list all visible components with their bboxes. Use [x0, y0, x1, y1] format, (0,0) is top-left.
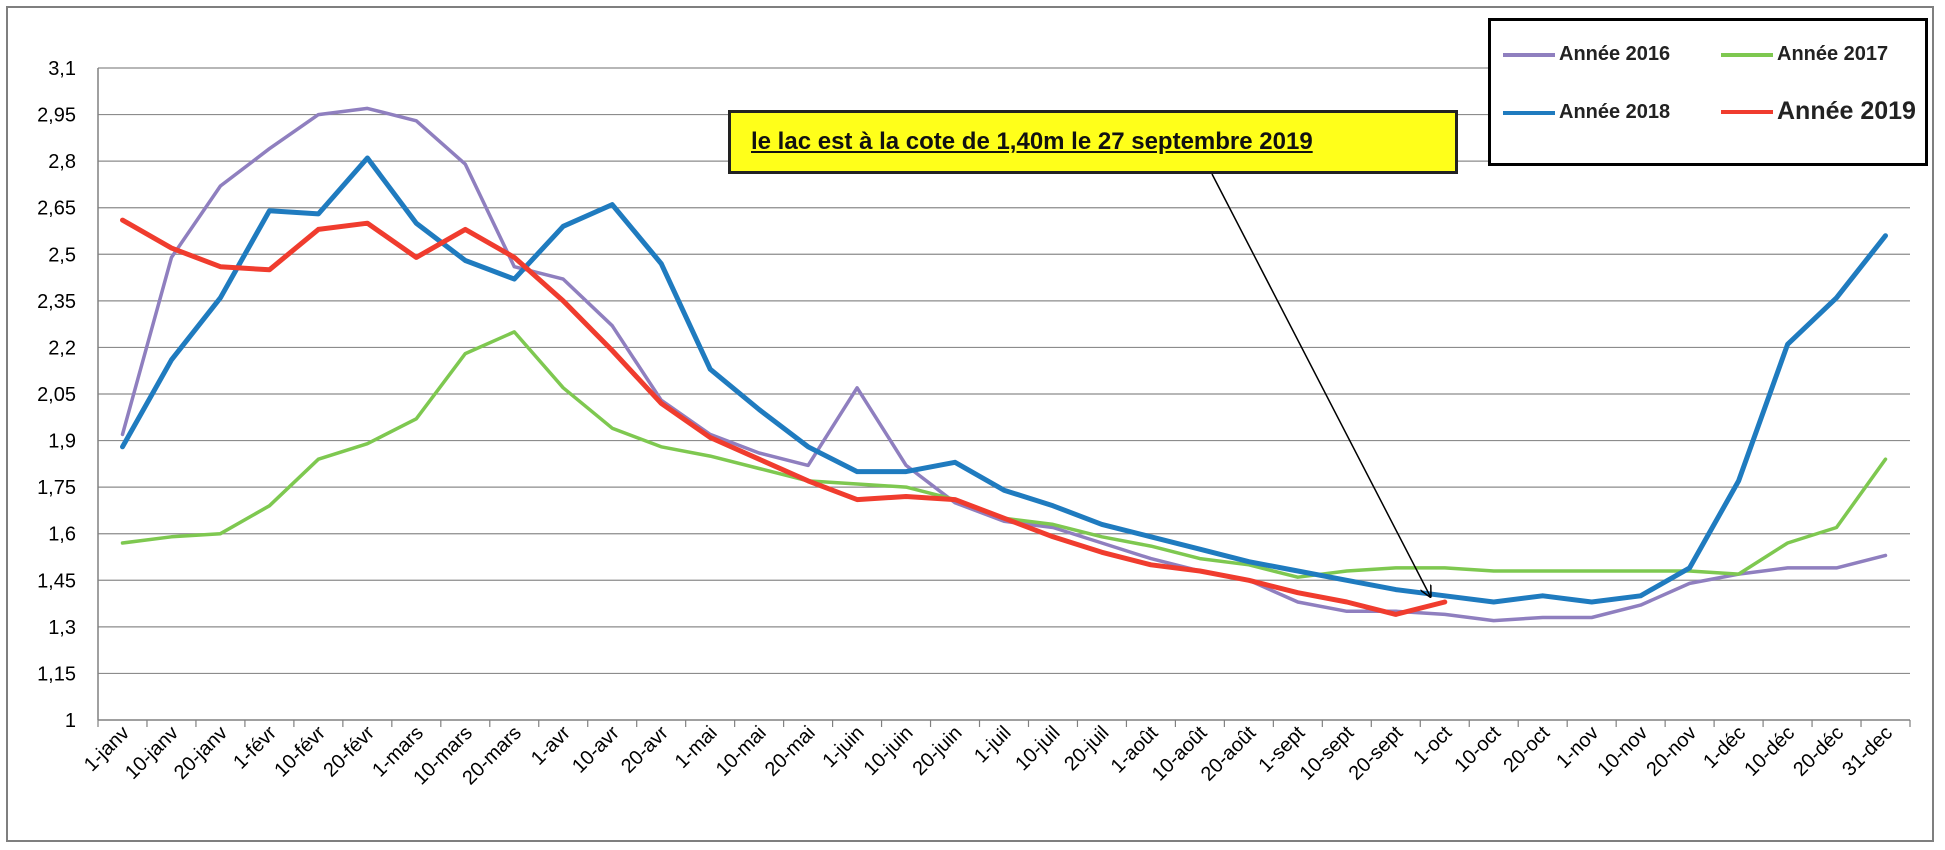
y-tick-label: 1,75 — [37, 477, 76, 499]
annotation-arrow-line — [1211, 173, 1430, 596]
series-line-année-2016 — [120, 106, 1888, 623]
x-tick-label: 20-févr — [319, 722, 379, 782]
x-tick-label: 20-oct — [1499, 722, 1554, 777]
x-tick-label: 20-juil — [1060, 722, 1113, 775]
legend-label-2018: Année 2018 — [1559, 101, 1671, 123]
legend-swatch-2016 — [1503, 52, 1555, 57]
x-tick-label: 10-févr — [270, 722, 330, 782]
legend-swatch-2018 — [1503, 110, 1555, 115]
y-tick-label: 1,15 — [37, 663, 76, 685]
x-tick-label: 20-déc — [1789, 722, 1848, 781]
x-tick-label: 10-déc — [1740, 722, 1799, 781]
series-line-année-2018 — [120, 155, 1888, 605]
x-tick-label: 10-sept — [1296, 722, 1359, 785]
y-tick-label: 2,2 — [48, 337, 76, 359]
x-tick-label: 10-juil — [1011, 722, 1064, 775]
annotation-box: le lac est à la cote de 1,40m le 27 sept… — [728, 110, 1458, 174]
legend: Année 2016 Année 2017 Année 2018 Année 2… — [1488, 18, 1928, 166]
series-line-année-2019 — [120, 217, 1448, 617]
y-tick-label: 2,8 — [48, 151, 76, 173]
legend-item-2019: Année 2019 — [1721, 97, 1916, 126]
series-lines — [120, 106, 1888, 623]
x-tick-label: 10-oct — [1450, 722, 1505, 777]
x-axis-tick-labels: 1-janv10-janv20-janv1-févr10-févr20-févr… — [80, 722, 1897, 790]
x-tick-label: 20-juin — [909, 722, 967, 780]
x-tick-label: 20-avr — [617, 722, 673, 778]
x-tick-label: 1-oct — [1409, 722, 1456, 769]
y-tick-label: 1 — [65, 710, 76, 732]
y-axis-tick-labels: 3,1 2,95 2,8 2,65 2,5 2,35 2,2 2,05 1,9 1,75 1,6 1,… — [37, 58, 76, 732]
y-tick-label: 1,6 — [48, 524, 76, 546]
x-tick-label: 20-nov — [1642, 722, 1701, 781]
series-line-année-2017 — [120, 330, 1888, 579]
y-tick-label: 1,3 — [48, 617, 76, 639]
annotation-arrow — [1211, 173, 1430, 596]
legend-label-2017: Année 2017 — [1777, 43, 1889, 65]
x-tick-label: 20-août — [1197, 722, 1261, 786]
x-tick-label: 10-janv — [121, 722, 183, 784]
legend-swatch-2017 — [1721, 52, 1773, 57]
legend-label-2016: Année 2016 — [1559, 43, 1671, 65]
x-tick-label: 10-juin — [860, 722, 918, 780]
legend-swatch-2019 — [1721, 109, 1773, 114]
x-tick-label: 20-janv — [170, 722, 232, 784]
y-tick-label: 1,9 — [48, 431, 76, 453]
y-tick-label: 2,95 — [37, 105, 76, 127]
y-tick-label: 2,5 — [48, 244, 76, 266]
annotation-text: le lac est à la cote de 1,40m le 27 sept… — [751, 128, 1313, 155]
legend-label-2019: Année 2019 — [1777, 97, 1916, 125]
x-tick-label: 10-avr — [568, 722, 624, 778]
y-tick-label: 2,35 — [37, 291, 76, 313]
x-tick-label: 31-dec — [1838, 722, 1897, 781]
axes — [97, 68, 1911, 727]
legend-item-2017: Année 2017 — [1721, 43, 1888, 66]
legend-item-2016: Année 2016 — [1503, 43, 1670, 66]
x-tick-label: 10-nov — [1593, 722, 1652, 781]
x-tick-label: 1-juil — [970, 722, 1015, 767]
y-tick-label: 1,45 — [37, 570, 76, 592]
x-tick-label: 10-mai — [712, 722, 771, 781]
legend-item-2018: Année 2018 — [1503, 101, 1670, 124]
y-tick-label: 2,05 — [37, 384, 76, 406]
y-tick-label: 3,1 — [48, 58, 76, 80]
x-tick-label: 20-mai — [761, 722, 820, 781]
x-tick-label: 20-sept — [1345, 722, 1408, 785]
y-tick-label: 2,65 — [37, 198, 76, 220]
